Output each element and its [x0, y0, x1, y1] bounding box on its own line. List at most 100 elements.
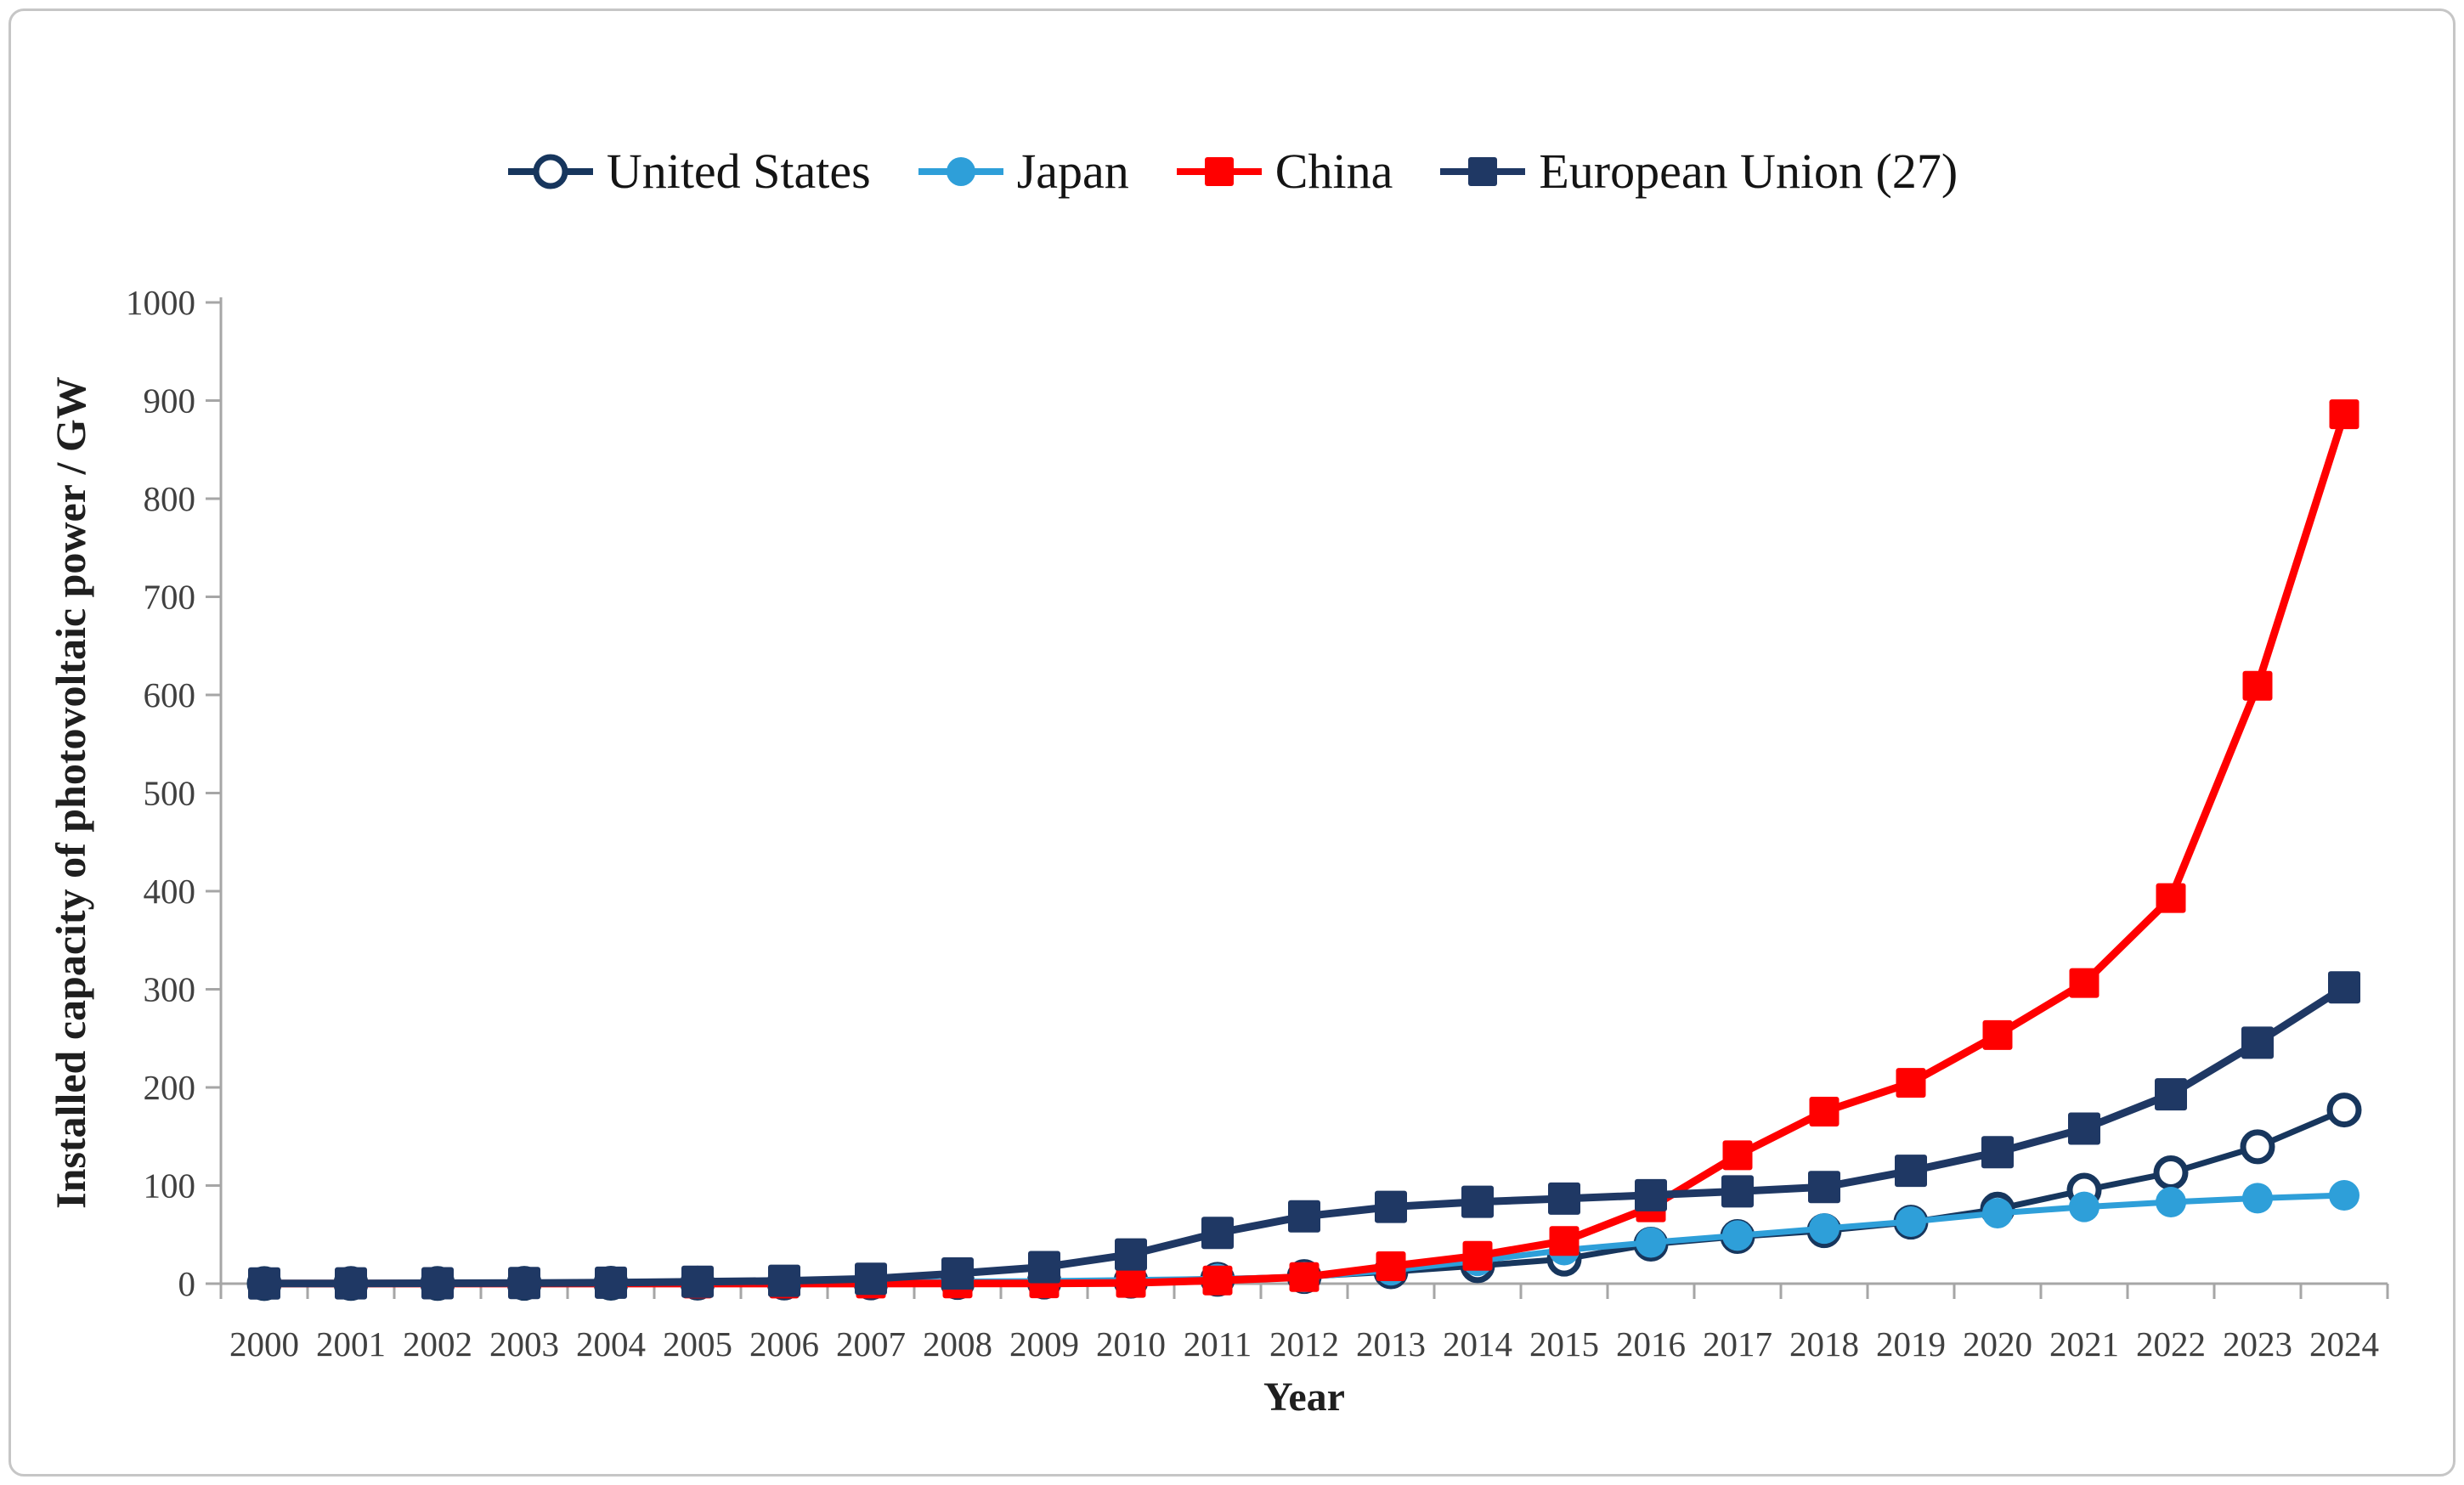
filled-square-marker: [1376, 1251, 1406, 1281]
y-tick-label: 700: [144, 578, 196, 617]
y-tick-label: 900: [144, 381, 196, 421]
x-tick-label: 2022: [2136, 1324, 2206, 1364]
x-tick-label: 2024: [2309, 1324, 2379, 1364]
series-china: [249, 399, 2359, 1299]
x-tick-label: 2003: [489, 1324, 559, 1364]
x-tick-label: 2019: [1876, 1324, 1946, 1364]
open-circle-marker: [2240, 1129, 2275, 1165]
x-tick-label: 2023: [2223, 1324, 2292, 1364]
legend-label: United States: [606, 144, 871, 199]
x-tick-label: 2006: [749, 1324, 819, 1364]
legend-label: China: [1274, 144, 1393, 199]
series-line: [260, 410, 2348, 1288]
filled-square-marker: [1981, 1136, 2014, 1169]
y-tick-label: 300: [144, 970, 196, 1009]
axes: 2000 2001 2002 2003 2004 2005 2006 2007 2008 2009…: [126, 283, 2389, 1364]
filled-square-marker: [2329, 399, 2359, 430]
filled-square-marker: [2155, 1078, 2187, 1111]
filled-square-marker: [421, 1267, 454, 1300]
x-tick-label: 2004: [576, 1324, 646, 1364]
filled-circle-marker: [2156, 1187, 2186, 1218]
open-circle-marker: [2153, 1155, 2189, 1190]
filled-square-marker: [2328, 971, 2360, 1004]
filled-square-marker: [1288, 1200, 1320, 1233]
filled-square-marker: [941, 1256, 974, 1290]
series-group: [246, 399, 2362, 1301]
y-tick-label: 0: [178, 1264, 196, 1303]
filled-square-marker: [248, 1267, 280, 1300]
filled-circle-marker: [946, 156, 975, 186]
filled-square-marker: [1201, 1217, 1234, 1250]
y-tick-label: 400: [144, 872, 196, 911]
filled-square-marker: [1808, 1171, 1840, 1204]
filled-square-marker: [1115, 1238, 1147, 1271]
x-tick-label: 2014: [1443, 1324, 1512, 1364]
filled-square-marker: [1375, 1190, 1407, 1223]
series-european-union-27: [248, 971, 2360, 1300]
x-tick-label: 2002: [403, 1324, 472, 1364]
filled-square-marker: [1204, 156, 1234, 186]
filled-square-marker: [1116, 1268, 1146, 1298]
x-tick-label: 2011: [1184, 1324, 1252, 1364]
filled-circle-marker: [1982, 1197, 2013, 1228]
x-tick-label: 2016: [1616, 1324, 1686, 1364]
filled-square-marker: [508, 1267, 540, 1300]
filled-square-legend-icon: [1176, 156, 1262, 186]
y-tick-label: 100: [144, 1166, 196, 1206]
filled-square-marker: [1461, 1185, 1494, 1218]
filled-circle-marker: [1896, 1206, 1926, 1238]
filled-square-marker: [2156, 883, 2186, 913]
filled-square-marker: [335, 1267, 367, 1300]
filled-square-marker: [1462, 1240, 1493, 1271]
filled-square-marker: [2241, 1026, 2274, 1059]
filled-square-marker: [1548, 1182, 1580, 1215]
filled-square-marker: [1721, 1175, 1754, 1208]
filled-square-marker: [2069, 968, 2099, 998]
x-tick-label: 2010: [1096, 1324, 1166, 1364]
y-tick-label: 200: [144, 1068, 196, 1107]
filled-square-legend-icon: [1440, 156, 1526, 186]
filled-square-marker: [681, 1265, 714, 1298]
legend-item-united-states: United States: [506, 143, 871, 200]
series-line: [260, 983, 2348, 1288]
filled-square-marker: [855, 1262, 887, 1296]
x-tick-label: 2020: [1963, 1324, 2032, 1364]
legend-item-china: China: [1175, 143, 1393, 200]
filled-square-marker: [2242, 670, 2273, 701]
y-tick-label: 600: [144, 675, 196, 714]
legend-label: Japan: [1016, 144, 1129, 199]
legend-item-japan: Japan: [917, 143, 1129, 200]
y-tick-label: 800: [144, 479, 196, 518]
filled-square-marker: [2068, 1112, 2100, 1145]
series-line: [261, 1107, 2348, 1287]
filled-circle-legend-icon: [918, 156, 1003, 186]
open-circle-marker: [2326, 1093, 2362, 1128]
legend-label: European Union (27): [1539, 144, 1958, 199]
filled-square-marker: [1809, 1097, 1840, 1127]
filled-square-marker: [1028, 1251, 1060, 1284]
y-tick-label: 1000: [126, 283, 195, 322]
filled-square-marker: [768, 1264, 800, 1297]
filled-square-marker: [1289, 1262, 1320, 1292]
filled-circle-marker: [2329, 1180, 2359, 1211]
x-tick-label: 2018: [1789, 1324, 1859, 1364]
filled-square-marker: [1722, 1140, 1753, 1171]
x-tick-label: 2009: [1009, 1324, 1079, 1364]
x-tick-label: 2015: [1529, 1324, 1599, 1364]
open-circle-marker: [533, 154, 568, 189]
y-tick-label: 500: [144, 774, 196, 813]
filled-square-marker: [595, 1266, 627, 1299]
x-tick-label: 2000: [229, 1324, 299, 1364]
legend: United States Japan China European Union (2…: [0, 143, 2464, 200]
filled-square-marker: [1202, 1265, 1233, 1296]
x-tick-label: 2008: [923, 1324, 992, 1364]
y-axis-title: Installed capacity of photovoltaic power…: [47, 376, 94, 1209]
open-circle-legend-icon: [507, 154, 593, 189]
legend-item-european-union-27: European Union (27): [1438, 143, 1958, 200]
filled-circle-marker: [1722, 1220, 1753, 1251]
x-tick-label: 2013: [1356, 1324, 1426, 1364]
x-tick-label: 2007: [836, 1324, 906, 1364]
filled-square-marker: [1896, 1068, 1926, 1098]
filled-square-marker: [1468, 156, 1498, 186]
